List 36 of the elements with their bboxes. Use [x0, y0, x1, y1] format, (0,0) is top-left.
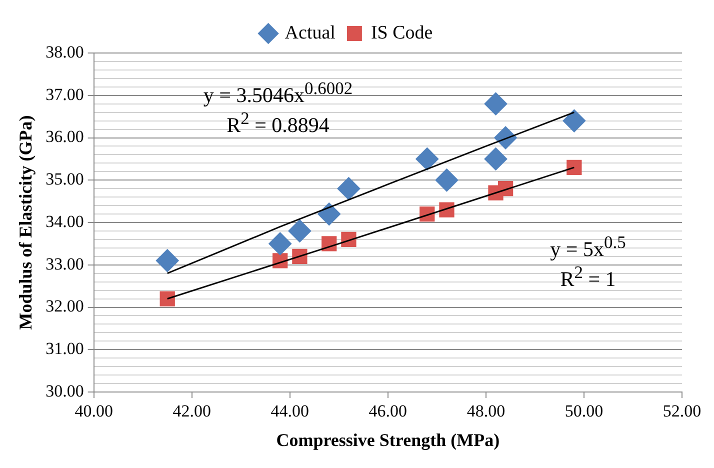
x-tick-label: 48.00	[466, 402, 506, 421]
x-tick-label: 40.00	[74, 402, 113, 421]
y-axis-title: Modulus of Elasticity (GPa)	[15, 115, 36, 330]
y-tick-label: 30.00	[46, 381, 84, 400]
annotation: R$^{2}$ = 1	[560, 261, 616, 291]
x-tick-label: 44.00	[270, 402, 310, 421]
x-axis-title: Compressive Strength (MPa)	[276, 430, 500, 450]
point	[484, 147, 508, 170]
annotation: y = 3.5046x$^{0.6002}$	[203, 77, 353, 107]
point	[268, 232, 292, 256]
y-tick-label: 32.00	[46, 296, 84, 316]
point	[416, 147, 439, 170]
legend-label: IS Code	[370, 22, 433, 44]
point	[435, 168, 458, 192]
x-tick-label: 46.00	[368, 402, 408, 421]
y-tick-label: 37.00	[46, 84, 84, 104]
point	[484, 92, 508, 116]
x-tick-label: 52.00	[662, 402, 702, 421]
point	[288, 219, 312, 242]
point	[562, 109, 586, 132]
point	[566, 160, 582, 175]
y-tick-label: 38.00	[46, 42, 84, 62]
point	[337, 177, 360, 200]
y-tick-label: 34.00	[46, 212, 84, 231]
x-tick-label: 42.00	[172, 402, 211, 421]
point	[318, 202, 341, 226]
y-tick-label: 35.00	[46, 170, 84, 189]
y-tick-label: 31.00	[46, 339, 84, 358]
point	[160, 291, 175, 306]
x-tick-label: 50.00	[564, 402, 604, 421]
y-tick-label: 33.00	[46, 254, 84, 274]
annotation: y = 5x$^{0.5}$	[550, 231, 626, 261]
y-tick-label: 36.00	[46, 127, 84, 146]
annotation: R$^{2}$ = 0.8894	[226, 107, 330, 137]
legend-label: Actual	[284, 22, 336, 44]
point	[156, 249, 179, 272]
